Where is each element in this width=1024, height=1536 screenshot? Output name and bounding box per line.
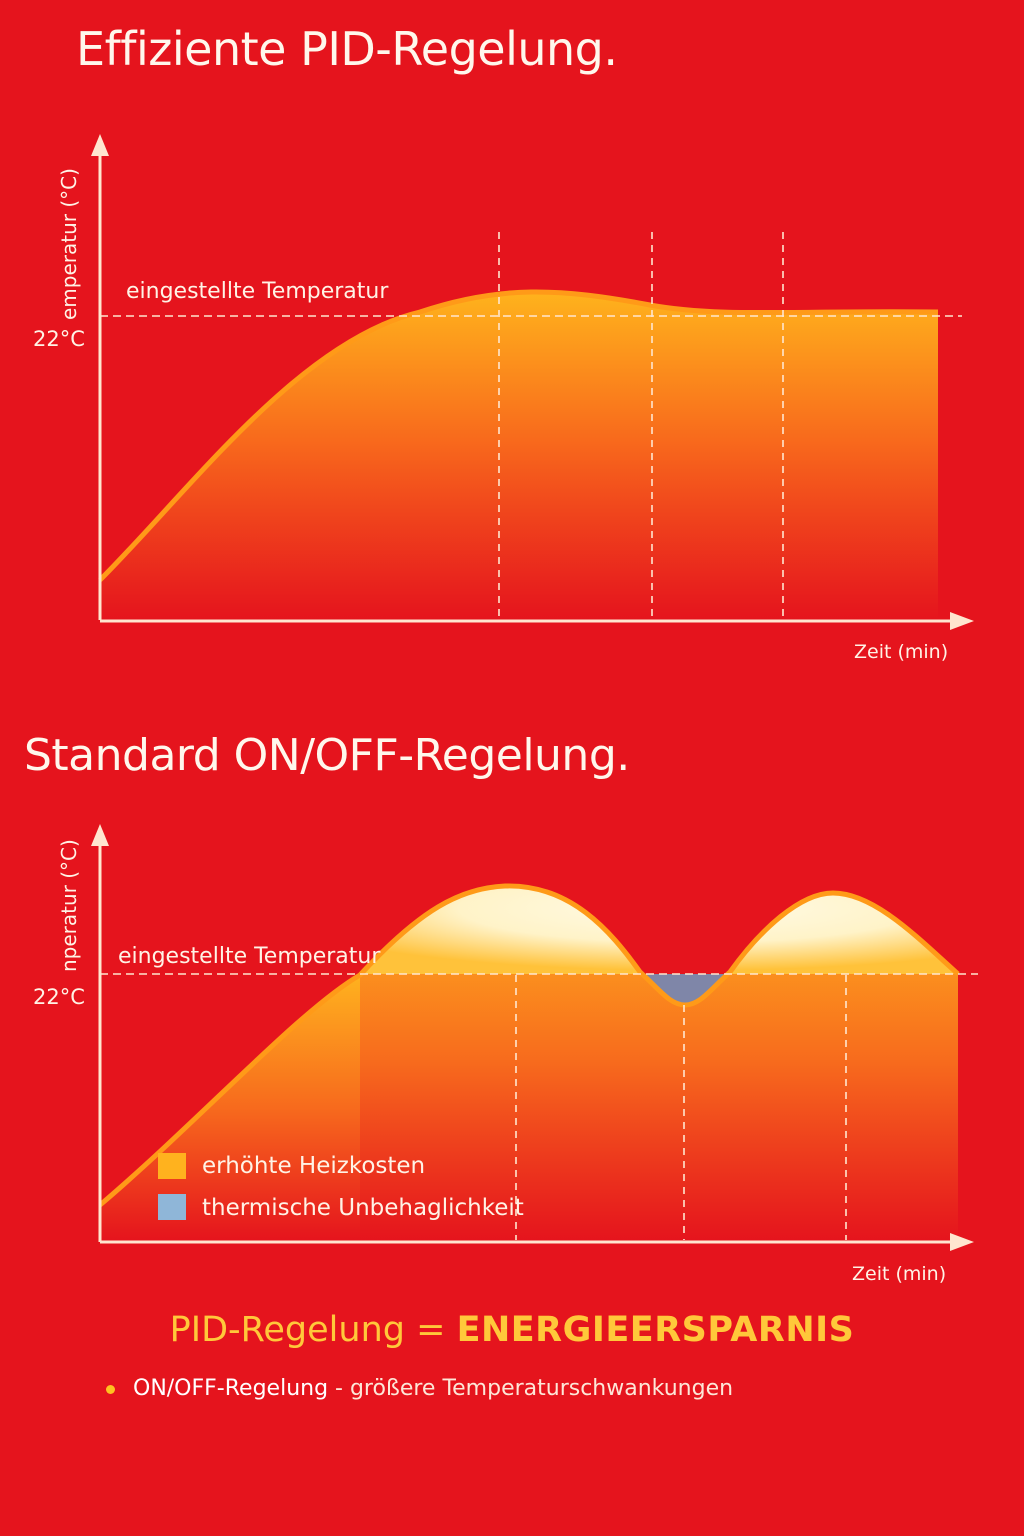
pid-setpoint-label: eingestellte Temperatur — [126, 279, 389, 304]
footer-bullet-strong: ON/OFF-Regelung — [133, 1376, 329, 1401]
onoff-setpoint-tick: 22°C — [33, 985, 85, 1009]
pid-y-arrow — [91, 134, 109, 156]
legend-swatch-heizkosten — [158, 1153, 186, 1179]
pid-y-axis-label: emperatur (°C) — [57, 168, 81, 320]
pid-chart-title: Effiziente PID-Regelung. — [76, 22, 618, 76]
onoff-setpoint-label: eingestellte Temperatur — [118, 944, 381, 969]
footer-bullet-rest: - größere Temperaturschwankungen — [328, 1376, 734, 1401]
pid-area-fill — [100, 291, 938, 620]
pid-x-axis-label: Zeit (min) — [854, 641, 948, 663]
footer-bullet: ON/OFF-Regelung - größere Temperaturschw… — [106, 1376, 733, 1401]
footer-headline-right: ENERGIEERSPARNIS — [456, 1310, 855, 1350]
onoff-y-axis-label: nperatur (°C) — [57, 839, 81, 972]
onoff-x-axis-label: Zeit (min) — [852, 1263, 946, 1285]
legend-label-heizkosten: erhöhte Heizkosten — [202, 1153, 425, 1179]
onoff-y-arrow — [91, 824, 109, 846]
legend-swatch-unbehaglichkeit — [158, 1194, 186, 1220]
pid-chart: eingestellte Temperatur 22°C emperatur (… — [33, 134, 974, 663]
onoff-chart-title: Standard ON/OFF-Regelung. — [24, 730, 630, 781]
onoff-undershoot-area — [640, 974, 730, 1005]
onoff-curve-line — [98, 883, 960, 1207]
pid-curve-line — [98, 289, 939, 582]
onoff-chart: eingestellte Temperatur 22°C nperatur (°… — [33, 824, 978, 1285]
legend-label-unbehaglichkeit: thermische Unbehaglichkeit — [202, 1195, 524, 1221]
onoff-overshoot-area — [360, 885, 958, 974]
footer-headline: PID-Regelung = ENERGIEERSPARNIS — [0, 1310, 1024, 1350]
footer-headline-left: PID-Regelung = — [169, 1310, 457, 1350]
onoff-x-arrow — [950, 1233, 974, 1251]
bullet-dot-icon — [106, 1384, 115, 1394]
pid-x-arrow — [950, 612, 974, 630]
pid-setpoint-tick: 22°C — [33, 327, 85, 351]
